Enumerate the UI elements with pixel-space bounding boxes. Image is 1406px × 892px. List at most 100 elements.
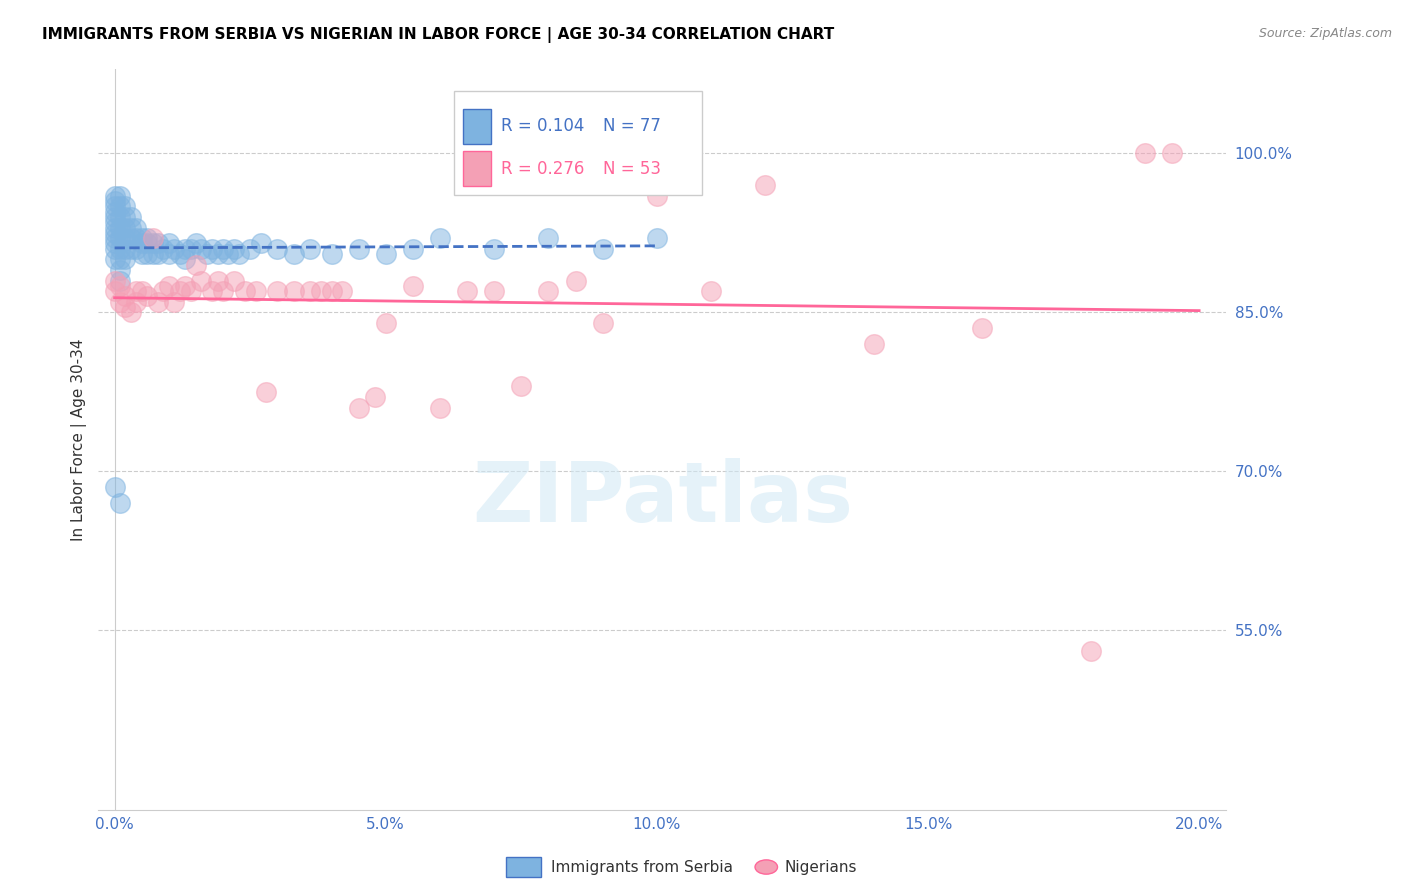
Point [108,252,131,267]
Point [108,188,131,202]
Point [114,242,136,256]
Point [125,284,148,298]
Point [402,242,425,256]
Point [266,284,288,298]
Bar [454,91,702,194]
Point [228,247,250,261]
Point [169,247,191,261]
Point [104,236,127,251]
Point [180,242,202,256]
Point [1161,146,1184,161]
Point [184,258,207,272]
Point [125,294,148,309]
Point [564,273,586,287]
Point [104,220,127,235]
Text: Source: ZipAtlas.com: Source: ZipAtlas.com [1258,27,1392,40]
Point [125,242,148,256]
Point [298,284,321,298]
Point [108,220,131,235]
Point [482,284,505,298]
Point [142,231,165,245]
Point [108,210,131,224]
Point [250,236,273,251]
Point [201,284,224,298]
Point [114,199,136,213]
Point [429,401,451,415]
Point [212,242,235,256]
Point [1133,146,1156,161]
Point [120,231,142,245]
Point [201,242,224,256]
Text: N = 77: N = 77 [603,118,661,136]
Point [104,226,127,240]
Point [256,384,278,399]
Point [157,236,180,251]
Point [114,252,136,267]
Point [146,247,169,261]
Point [218,247,240,261]
Point [174,242,197,256]
Point [157,247,180,261]
Point [114,220,136,235]
Point [108,263,131,277]
Point [207,273,229,287]
Text: Immigrants from Serbia: Immigrants from Serbia [551,860,733,874]
Point [136,247,159,261]
Point [108,231,131,245]
Point [114,231,136,245]
Point [163,242,186,256]
Point [347,401,370,415]
Point [184,236,207,251]
Point [1080,644,1102,658]
Point [862,337,884,351]
Point [146,294,169,309]
Point [266,242,288,256]
Point [190,242,212,256]
Point [108,278,131,293]
Y-axis label: In Labor Force | Age 30-34: In Labor Force | Age 30-34 [72,338,87,541]
Point [108,496,131,510]
Point [142,247,165,261]
Point [104,242,127,256]
Text: N = 53: N = 53 [603,160,661,178]
Point [131,231,153,245]
Point [131,247,153,261]
Point [120,220,142,235]
Point [592,316,614,330]
Point [104,273,127,287]
Point [152,284,174,298]
Point [114,210,136,224]
Point [125,220,148,235]
Point [374,247,396,261]
Point [321,247,343,261]
Bar [463,109,491,145]
Point [347,242,370,256]
Text: R = 0.104: R = 0.104 [501,118,585,136]
Text: Nigerians: Nigerians [785,860,858,874]
Point [402,278,425,293]
Point [972,321,994,335]
Point [592,242,614,256]
Point [364,390,387,404]
Point [309,284,332,298]
Point [169,284,191,298]
Point [125,231,148,245]
Point [136,289,159,303]
Point [146,236,169,251]
Point [174,278,197,293]
Point [700,284,723,298]
Point [104,194,127,208]
Point [754,178,776,193]
Point [104,188,127,202]
Point [136,236,159,251]
Point [332,284,354,298]
Point [114,289,136,303]
Point [104,215,127,229]
Point [482,242,505,256]
Point [212,284,235,298]
Point [174,252,197,267]
Point [142,236,165,251]
Point [152,242,174,256]
Point [239,242,262,256]
Point [104,284,127,298]
